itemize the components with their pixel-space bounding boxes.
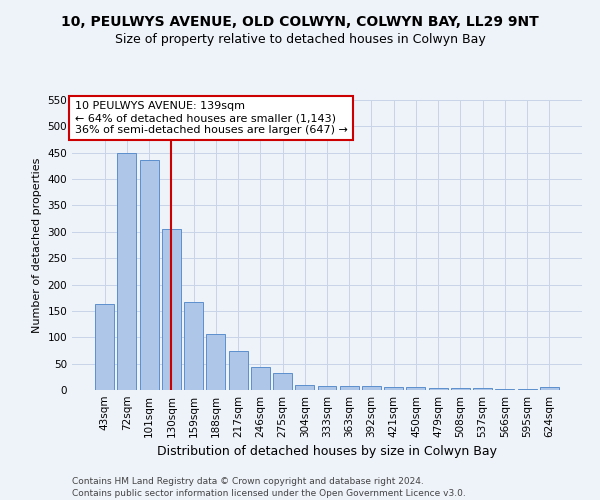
Bar — [317, 386, 337, 390]
X-axis label: Distribution of detached houses by size in Colwyn Bay: Distribution of detached houses by size … — [157, 446, 497, 458]
Bar — [384, 388, 403, 390]
Bar — [451, 388, 470, 390]
Bar — [429, 388, 448, 390]
Text: Size of property relative to detached houses in Colwyn Bay: Size of property relative to detached ho… — [115, 32, 485, 46]
Bar — [406, 388, 425, 390]
Bar — [162, 229, 181, 390]
Bar — [118, 152, 136, 390]
Text: Contains public sector information licensed under the Open Government Licence v3: Contains public sector information licen… — [72, 489, 466, 498]
Bar — [251, 367, 270, 390]
Bar — [295, 384, 314, 390]
Text: 10 PEULWYS AVENUE: 139sqm
← 64% of detached houses are smaller (1,143)
36% of se: 10 PEULWYS AVENUE: 139sqm ← 64% of detac… — [74, 102, 347, 134]
Bar — [184, 302, 203, 390]
Y-axis label: Number of detached properties: Number of detached properties — [32, 158, 42, 332]
Bar — [206, 334, 225, 390]
Bar — [340, 386, 359, 390]
Text: Contains HM Land Registry data © Crown copyright and database right 2024.: Contains HM Land Registry data © Crown c… — [72, 478, 424, 486]
Bar — [140, 160, 158, 390]
Bar — [229, 351, 248, 390]
Bar — [473, 388, 492, 390]
Bar — [95, 304, 114, 390]
Bar — [273, 373, 292, 390]
Text: 10, PEULWYS AVENUE, OLD COLWYN, COLWYN BAY, LL29 9NT: 10, PEULWYS AVENUE, OLD COLWYN, COLWYN B… — [61, 15, 539, 29]
Bar — [362, 386, 381, 390]
Bar — [540, 388, 559, 390]
